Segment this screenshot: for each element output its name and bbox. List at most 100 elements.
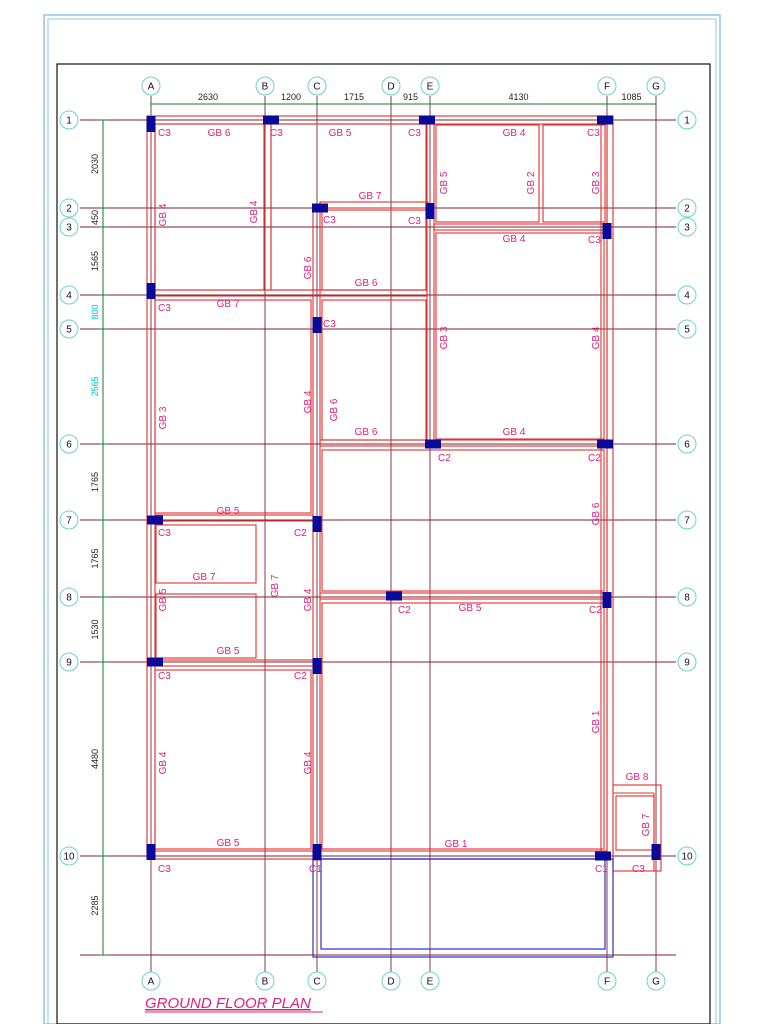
grid-bubble-bottom-A-label: A	[148, 977, 155, 988]
grid-bubble-left-8: 8	[59, 587, 79, 607]
column-18	[146, 844, 156, 860]
grid-bubble-top-G-label: G	[652, 82, 660, 93]
grid-bubble-top-E: E	[420, 76, 440, 96]
column-labels: C3 C3 C3 C3 C3 C3 C3 C3 C3 C2 C2 C3 C2 C2 C2 C3 C2 C3 C1 C1…	[158, 128, 645, 875]
beam-extension-g	[612, 784, 662, 872]
beam-strip-row8	[319, 592, 608, 600]
grid-bubble-right-4: 4	[677, 285, 697, 305]
dim-left-8: 1530	[90, 619, 100, 639]
column-label-5: C3	[323, 215, 336, 226]
dim-top-2: 1200	[281, 92, 301, 102]
beam-label-11: GB 6	[303, 256, 314, 279]
grid-bubble-right-2-circle	[677, 198, 697, 218]
grid-bubble-right-2: 2	[677, 198, 697, 218]
grid-bubble-bottom-F: F	[597, 971, 617, 991]
grid-lines	[80, 96, 676, 972]
beam-strip-row2	[319, 201, 429, 209]
grid-bubble-left-1: 1	[59, 110, 79, 130]
grid-bubble-top-G: G	[646, 76, 666, 96]
column-16	[147, 657, 163, 667]
columns	[146, 115, 661, 861]
column-20	[595, 851, 611, 861]
grid-bubble-right-9: 9	[677, 652, 697, 672]
grid-bubble-left-6-circle	[59, 434, 79, 454]
column-13	[312, 516, 322, 532]
grid-bubble-bottom-D: D	[381, 971, 401, 991]
grid-bubble-right-4-circle	[677, 285, 697, 305]
grid-bubble-bottom-G-label: G	[652, 977, 660, 988]
grid-bubble-left-4: 4	[59, 285, 79, 305]
beam-room-d	[542, 124, 606, 223]
grid-bubble-bottom-F-circle	[597, 971, 617, 991]
column-6	[425, 203, 435, 219]
plan-title: GROUND FLOOR PLAN	[145, 995, 311, 1012]
grid-bubble-top-D: D	[381, 76, 401, 96]
beam-label-30: GB 1	[445, 839, 468, 850]
column-21	[651, 844, 661, 860]
column-19	[312, 844, 322, 860]
dim-left-5: 2565	[90, 376, 100, 396]
column-label-18: C3	[158, 864, 171, 875]
column-label-1: C3	[158, 128, 171, 139]
column-label-3: C3	[408, 128, 421, 139]
beam-label-12: GB 5	[439, 171, 450, 194]
outer-frame	[43, 14, 721, 1024]
column-17	[312, 658, 322, 674]
grid-bubble-top-D-circle	[381, 76, 401, 96]
beam-label-29: GB 4	[303, 751, 314, 774]
beam-label-25: GB 3	[158, 406, 169, 429]
grid-bubble-right-8-circle	[677, 587, 697, 607]
dim-left-4: 800	[90, 304, 100, 319]
beam-label-21: GB 7	[193, 572, 216, 583]
grid-bubble-bottom-F-label: F	[604, 977, 610, 988]
grid-bubble-left-10-label: 10	[63, 852, 75, 863]
beam-label-28: GB 4	[158, 751, 169, 774]
column-label-19: C1	[309, 864, 322, 875]
beam-strip-row6	[319, 439, 608, 447]
column-label-11: C2	[588, 453, 601, 464]
column-label-4: C3	[587, 128, 600, 139]
beam-label-3: GB 4	[503, 128, 526, 139]
column-4	[597, 115, 613, 125]
beam-room-i	[155, 524, 257, 584]
grid-bubble-top-B: B	[255, 76, 275, 96]
beam-strip-c	[312, 204, 321, 861]
grid-bubble-right-7-label: 7	[684, 516, 690, 527]
grid-bubble-top-A-label: A	[148, 82, 155, 93]
grid-bubble-left-10-circle	[59, 846, 79, 866]
grid-bubble-top-C: C	[307, 76, 327, 96]
grid-bubble-right-5-circle	[677, 319, 697, 339]
dim-top-1: 2630	[198, 92, 218, 102]
beam-label-32: GB 7	[641, 813, 652, 836]
grid-bubble-right-1-label: 1	[684, 116, 690, 127]
column-label-17: C2	[294, 671, 307, 682]
beam-label-13: GB 2	[526, 171, 537, 194]
beam-label-15: GB 3	[439, 326, 450, 349]
grid-bubble-top-E-label: E	[427, 82, 434, 93]
grid-bubble-right-3-circle	[677, 217, 697, 237]
grid-bubble-left-5: 5	[59, 319, 79, 339]
column-label-2: C3	[270, 128, 283, 139]
grid-bubble-bottom-E: E	[420, 971, 440, 991]
grid-bubble-left-7: 7	[59, 510, 79, 530]
dim-left-3: 1565	[90, 251, 100, 271]
grid-bubble-right-9-circle	[677, 652, 697, 672]
beam-label-33: GB 5	[158, 588, 169, 611]
dim-left-6: 1765	[90, 472, 100, 492]
grid-bubble-bottom-D-circle	[381, 971, 401, 991]
beam-room-l	[321, 602, 605, 850]
grid-bubble-bottom-A: A	[141, 971, 161, 991]
dim-left-2: 450	[90, 210, 100, 225]
column-5	[312, 203, 328, 213]
column-8	[146, 283, 156, 299]
grid-bubble-left-6: 6	[59, 434, 79, 454]
grid-bubbles: A A B B C C D D E E F F G G 1 1 2 2 3 3 4 4 5 5 6 6 7 7 8 8 9 9 10 10	[59, 76, 697, 991]
grid-bubble-left-1-circle	[59, 110, 79, 130]
beams	[146, 115, 662, 872]
beam-label-8: GB 7	[217, 299, 240, 310]
column-label-12: C3	[158, 528, 171, 539]
dim-left-10: 2285	[90, 895, 100, 915]
grid-bubble-left-10: 10	[59, 846, 79, 866]
grid-bubble-right-5-label: 5	[684, 325, 690, 336]
grid-bubble-right-1-circle	[677, 110, 697, 130]
